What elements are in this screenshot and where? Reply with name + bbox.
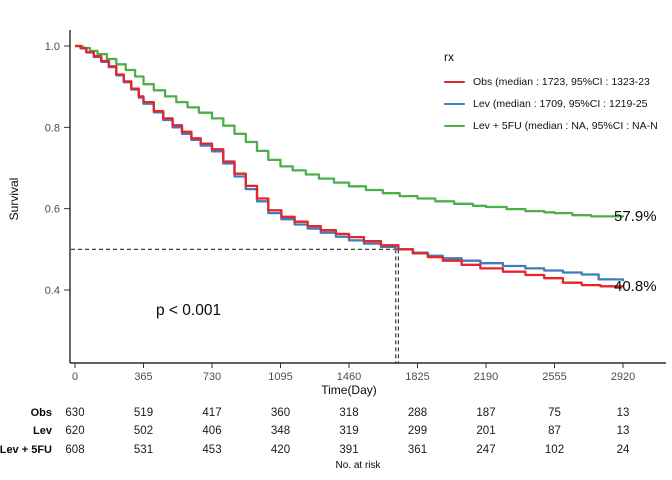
risk-count: 391 — [339, 443, 359, 456]
risk-count: 13 — [616, 425, 630, 437]
x-tick-label: 365 — [134, 371, 152, 383]
risk-count: 361 — [407, 443, 428, 456]
y-tick-label: 0.6 — [45, 204, 60, 216]
x-tick-label: 2555 — [542, 371, 566, 383]
risk-count: 453 — [202, 443, 222, 456]
risk-count: 24 — [616, 443, 630, 456]
legend-entries: Obs (median : 1723, 95%CI : 1323-23 Lev (… — [444, 71, 658, 137]
x-tick-label: 1460 — [337, 371, 361, 383]
risk-count: 299 — [407, 425, 428, 437]
risk-count: 247 — [476, 443, 496, 456]
x-tick-label: 1825 — [405, 371, 429, 383]
risk-count: 502 — [133, 425, 154, 437]
legend-entry-label: Lev + 5FU (median : NA, 95%CI : NA-N — [473, 120, 658, 132]
risk-count: 620 — [65, 425, 85, 437]
legend-key-line — [444, 124, 465, 128]
x-tick-label: 2920 — [611, 371, 635, 383]
km-curve-lev-5fu — [75, 44, 625, 218]
final-survival-label-obs: 40.8% — [614, 278, 657, 295]
legend-entry-label: Obs (median : 1723, 95%CI : 1323-23 — [473, 76, 650, 88]
risk-count: 519 — [133, 406, 154, 419]
legend-entry: Lev + 5FU (median : NA, 95%CI : NA-N — [444, 115, 658, 137]
x-axis-title: Time(Day) — [321, 383, 377, 397]
risk-count: 102 — [544, 443, 565, 456]
risk-row-label: Lev — [33, 425, 52, 437]
risk-count: 187 — [476, 406, 496, 419]
risk-row-label: Obs — [30, 406, 52, 419]
km-curve-obs — [75, 44, 625, 288]
legend-entry: Obs (median : 1723, 95%CI : 1323-23 — [444, 71, 658, 93]
risk-count: 348 — [270, 425, 291, 437]
risk-count: 608 — [65, 443, 85, 456]
risk-count: 318 — [339, 406, 359, 419]
legend-title: rx — [444, 50, 454, 64]
legend-key-line — [444, 102, 465, 106]
x-tick-label: 0 — [72, 371, 78, 383]
y-tick-label: 0.8 — [45, 122, 60, 134]
y-tick-label: 1.0 — [45, 41, 60, 53]
risk-count: 406 — [202, 425, 222, 437]
risk-count: 201 — [476, 425, 496, 437]
risk-count: 417 — [202, 406, 222, 419]
y-axis-title: Survival — [7, 177, 21, 221]
risk-count: 13 — [616, 406, 630, 419]
risk-count: 288 — [407, 406, 428, 419]
risk-count: 319 — [339, 425, 359, 437]
risk-count: 420 — [270, 443, 291, 456]
risk-count: 630 — [65, 406, 85, 419]
legend-key-line — [444, 80, 465, 84]
x-tick-label: 1095 — [268, 371, 292, 383]
risk-count: 87 — [548, 425, 561, 437]
legend: rx Obs (median : 1723, 95%CI : 1323-23 Le… — [444, 48, 658, 137]
final-survival-label-lev-5fu: 57.9% — [614, 208, 657, 225]
p-value-annotation: p < 0.001 — [156, 302, 222, 319]
risk-count: 531 — [133, 443, 154, 456]
risk-table-title: No. at risk — [335, 460, 381, 471]
risk-count: 360 — [270, 406, 291, 419]
risk-count: 75 — [548, 406, 561, 419]
legend-entry-label: Lev (median : 1709, 95%CI : 1219-25 — [473, 98, 648, 110]
legend-entry: Lev (median : 1709, 95%CI : 1219-25 — [444, 93, 658, 115]
y-tick-label: 0.4 — [45, 285, 60, 297]
x-tick-label: 730 — [203, 371, 221, 383]
risk-row-label: Lev + 5FU — [0, 443, 52, 456]
x-tick-label: 2190 — [474, 371, 498, 383]
